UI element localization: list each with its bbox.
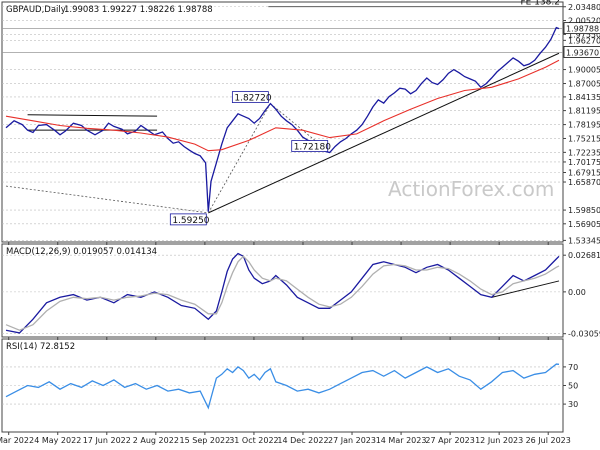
panel-frame-price <box>1 1 564 243</box>
swing-label-box <box>291 140 329 152</box>
swing-label-box <box>231 91 269 103</box>
price-level-label: 1.93670 <box>566 48 599 57</box>
x-tick-label: 12 Jun 2023 <box>475 436 523 445</box>
y-tick-label-rsi: 30 <box>568 400 578 409</box>
price-level-box <box>563 22 600 35</box>
panel-frame-macd <box>1 243 564 338</box>
y-tick-label-price: 1.87005 <box>568 80 600 89</box>
price-level-box <box>563 46 600 58</box>
x-tick-label: 4 May 2022 <box>34 436 81 445</box>
x-tick-label: 15 Sep 2022 <box>180 436 231 445</box>
series-macd-macd <box>5 252 560 334</box>
annotations: 1.82720 1.72180 1.59250 FE 138.2 1.98788 1.93… <box>169 0 600 226</box>
y-tick-label-price: 2.00520 <box>568 17 600 26</box>
y-tick-label-macd: 0.026811 <box>568 251 600 260</box>
fe-label: FE 138.2 <box>521 0 561 8</box>
rising-trend-line <box>208 52 560 214</box>
y-tick-label-macd: -0.030592 <box>568 330 600 339</box>
y-tick-label-price: 1.78195 <box>568 121 600 130</box>
price-level-label: 1.98788 <box>566 25 599 34</box>
y-tick-label-rsi: 70 <box>568 363 578 372</box>
y-tick-label-price: 1.67915 <box>568 168 600 177</box>
y-tick-label-price: 1.59850 <box>568 206 600 215</box>
y-tick-label-price: 1.84135 <box>568 93 600 102</box>
y-tick-label-price: 1.90005 <box>568 66 600 75</box>
series-price-ema <box>5 59 560 152</box>
y-tick-label-price: 1.56905 <box>568 220 600 229</box>
x-tick-label: 14 Mar 2023 <box>376 436 427 445</box>
upper-channel-line <box>27 114 158 117</box>
x-tick-label: 14 Dec 2022 <box>277 436 328 445</box>
dashed-projection-line <box>207 103 271 214</box>
rsi-title: RSI(14) 72.8152 <box>6 342 75 352</box>
series-macd-signal <box>5 255 560 331</box>
swing-label: 1.59250 <box>172 216 209 226</box>
swing-label-box <box>169 213 207 226</box>
watermark: ActionForex.com <box>388 177 554 201</box>
y-tick-label-price: 1.65870 <box>568 178 600 187</box>
y-tick-label-macd: 0.00 <box>568 288 586 297</box>
x-tick-label: 2 Aug 2022 <box>133 436 179 445</box>
y-tick-label-price: 1.70175 <box>568 158 600 167</box>
y-tick-label-price: 1.53345 <box>568 236 600 245</box>
y-tick-label-rsi: 50 <box>568 382 578 391</box>
y-tick-label-price: 1.75215 <box>568 134 600 143</box>
grid-lines <box>2 6 563 405</box>
x-tick-label: 26 Jul 2023 <box>526 436 571 445</box>
chart-series <box>5 26 560 410</box>
x-tick-label: 27 Jan 2023 <box>328 436 376 445</box>
chart-title: GBPAUD,Daily <box>6 5 66 15</box>
ohlc-readout: 1.99083 1.99227 1.98226 1.98788 <box>64 5 213 15</box>
macd-rising-support-line <box>491 280 560 298</box>
x-tick-label: 21 Mar 2022 <box>0 436 34 445</box>
y-tick-label-price: 1.72235 <box>568 148 600 157</box>
macd-title: MACD(12,26,9) 0.019057 0.014134 <box>6 247 157 257</box>
y-tick-label-price: 2.03480 <box>568 3 600 12</box>
x-tick-label: 27 Apr 2023 <box>425 436 474 445</box>
swing-label: 1.82720 <box>234 94 271 104</box>
x-tick-label: 17 Jun 2022 <box>83 436 131 445</box>
y-tick-label-price: 1.97550 <box>568 30 600 39</box>
series-rsi-rsi <box>5 363 560 410</box>
x-tick-label: 31 Oct 2022 <box>229 436 278 445</box>
swing-label: 1.72180 <box>294 143 331 153</box>
y-tick-label-price: 1.81195 <box>568 107 600 116</box>
annotation-lines <box>2 6 563 298</box>
y-tick-label-price: 1.96270 <box>568 36 600 45</box>
